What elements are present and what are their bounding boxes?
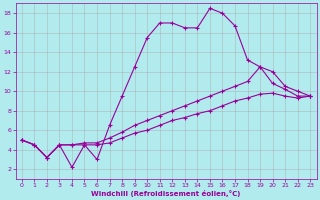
X-axis label: Windchill (Refroidissement éolien,°C): Windchill (Refroidissement éolien,°C) [91, 190, 241, 197]
